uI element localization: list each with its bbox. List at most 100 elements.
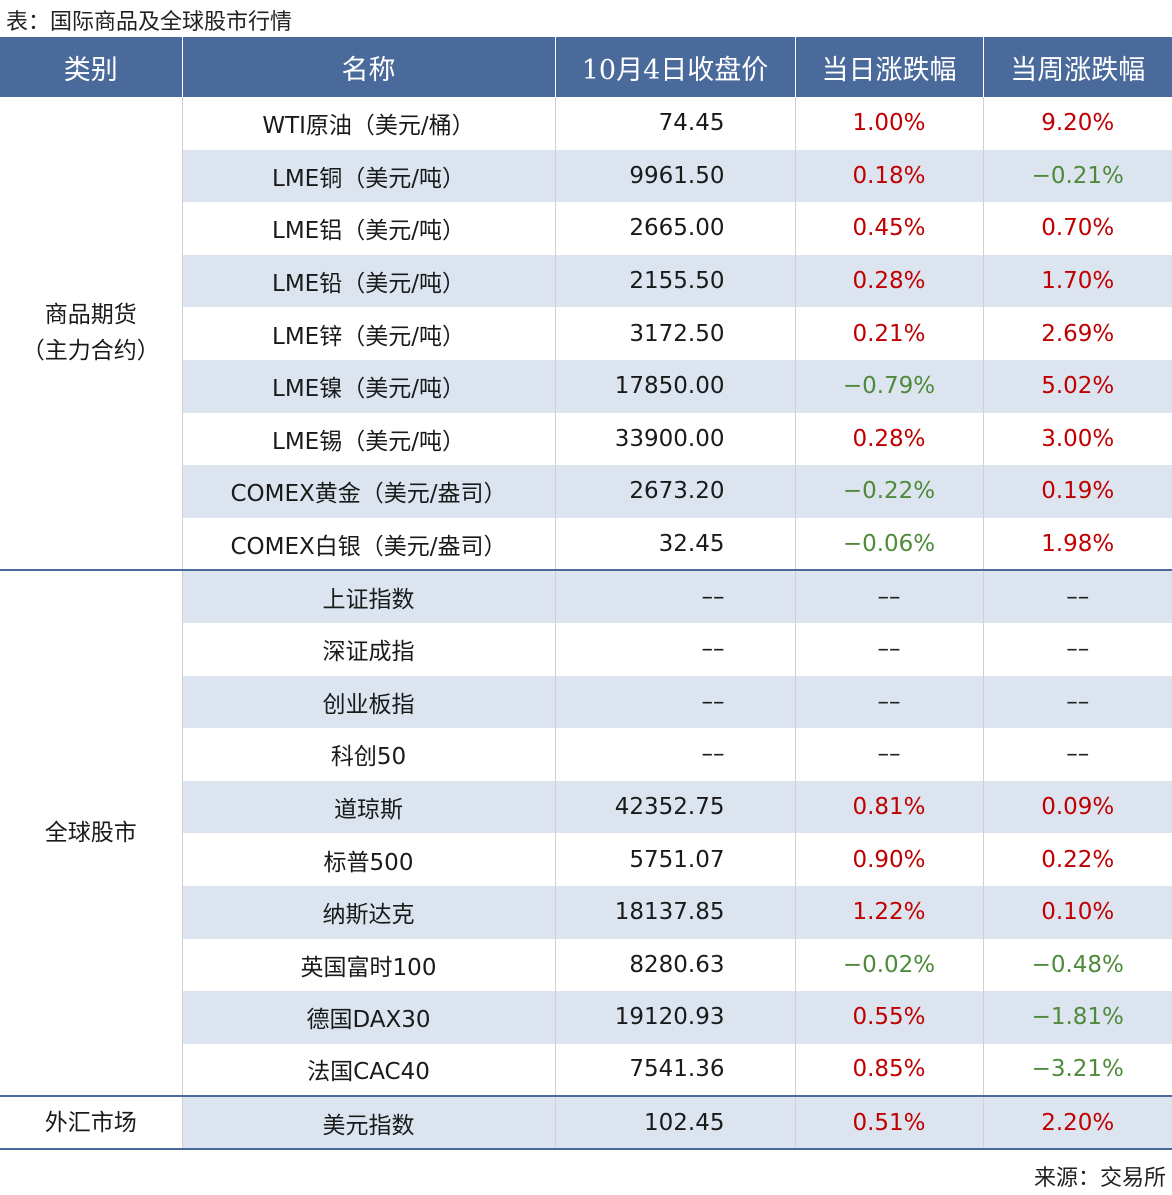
day-change-cell: 0.45%	[795, 202, 984, 255]
name-cell: LME锌（美元/吨）	[182, 307, 556, 360]
table-row: LME铜（美元/吨） 9961.50 0.18% −0.21%	[0, 149, 1172, 203]
name-cell: COMEX白银（美元/盎司）	[182, 517, 556, 571]
week-change-cell: 1.70%	[983, 254, 1172, 308]
week-change-cell: 0.10%	[983, 885, 1172, 939]
name-cell: WTI原油（美元/桶）	[182, 97, 556, 150]
week-change-cell: 3.00%	[1041, 425, 1115, 452]
table-row: LME镍（美元/吨） 17850.00 −0.79% 5.02%	[0, 359, 1172, 413]
close-price-cell: ––	[555, 728, 796, 781]
day-change-cell: −0.79%	[795, 359, 984, 413]
close-price-cell: 32.45	[555, 517, 796, 571]
day-change-cell: 0.85%	[795, 1043, 984, 1097]
day-change-cell: 0.90%	[795, 833, 984, 886]
header-row: 类别 名称 10月4日收盘价 当日涨跌幅 当周涨跌幅	[0, 37, 1172, 97]
day-change-cell: 0.51%	[795, 1095, 984, 1150]
header-day-change: 当日涨跌幅	[795, 37, 984, 97]
table-row: 纳斯达克 18137.85 1.22% 0.10%	[0, 885, 1172, 939]
table-row: 商品期货 （主力合约） WTI原油（美元/桶） 74.45 1.00% 9.20%	[0, 97, 1172, 571]
name-cell: 深证成指	[182, 622, 556, 676]
day-change-cell: 0.81%	[795, 780, 984, 834]
table-row: 深证成指 –– –– ––	[0, 622, 1172, 676]
close-price-cell: ––	[555, 622, 796, 676]
day-change-cell: 1.00%	[795, 97, 984, 150]
week-change-cell: 9.20%	[1041, 110, 1115, 137]
table-row: LME锡（美元/吨） 33900.00 0.28% 3.00%	[0, 412, 1172, 466]
market-table: 类别 名称 10月4日收盘价 当日涨跌幅 当周涨跌幅 商品期货 （主力合约） WT…	[0, 37, 1172, 1150]
table-row: 科创50 –– –– ––	[0, 728, 1172, 781]
close-price-cell: 8280.63	[555, 938, 796, 992]
close-price-cell: 5751.07	[555, 833, 796, 886]
category-cell: 商品期货 （主力合约）	[0, 97, 183, 571]
week-change-cell: 0.09%	[983, 780, 1172, 834]
close-price-cell: 18137.85	[555, 885, 796, 939]
name-cell: 法国CAC40	[182, 1043, 556, 1097]
name-cell: 上证指数	[182, 569, 556, 623]
name-cell: LME锡（美元/吨）	[182, 412, 556, 466]
name-cell: LME镍（美元/吨）	[182, 359, 556, 413]
day-change-cell: ––	[795, 675, 984, 729]
week-change-cell: −0.48%	[1031, 951, 1124, 978]
day-change-cell: −0.06%	[795, 517, 984, 571]
day-change-cell: 0.28%	[795, 254, 984, 308]
week-change-cell: ––	[983, 675, 1172, 729]
table-row: LME铅（美元/吨） 2155.50 0.28% 1.70%	[0, 254, 1172, 308]
close-price-cell: 2665.00	[555, 202, 796, 255]
name-cell: LME铅（美元/吨）	[182, 254, 556, 308]
category-cell: 全球股市	[0, 569, 183, 1097]
table-row: COMEX白银（美元/盎司） 32.45 −0.06% 1.98%	[0, 517, 1172, 571]
week-change-cell: 5.02%	[983, 359, 1172, 413]
close-price-cell: 74.45	[555, 97, 796, 150]
name-cell: 标普500	[182, 833, 556, 886]
table-caption: 表：国际商品及全球股市行情	[6, 10, 293, 35]
name-cell: 美元指数	[182, 1095, 556, 1150]
day-change-cell: 1.22%	[795, 885, 984, 939]
week-change-cell: 2.69%	[1041, 320, 1115, 347]
week-change-cell: 0.19%	[983, 465, 1172, 518]
day-change-cell: ––	[795, 622, 984, 676]
name-cell: 科创50	[182, 728, 556, 781]
table-row: COMEX黄金（美元/盎司） 2673.20 −0.22% 0.19%	[0, 465, 1172, 518]
name-cell: 纳斯达克	[182, 885, 556, 939]
table-row: 全球股市 上证指数 –– –– ––	[0, 569, 1172, 1097]
name-cell: 创业板指	[182, 675, 556, 729]
close-price-cell: ––	[555, 675, 796, 729]
week-change-cell: −0.21%	[983, 149, 1172, 203]
name-cell: 英国富时100	[182, 938, 556, 992]
header-category: 类别	[0, 37, 183, 97]
header-close: 10月4日收盘价	[555, 37, 796, 97]
table-row: 法国CAC40 7541.36 0.85% −3.21%	[0, 1043, 1172, 1097]
close-price-cell: 2155.50	[555, 254, 796, 308]
day-change-cell: 0.21%	[795, 307, 984, 360]
name-cell: LME铜（美元/吨）	[182, 149, 556, 203]
week-change-cell: ––	[983, 569, 1172, 623]
table-row: LME锌（美元/吨） 3172.50 0.21% 2.69%	[0, 307, 1172, 360]
close-price-cell: ––	[555, 569, 796, 623]
week-change-cell: 1.98%	[1041, 530, 1115, 557]
close-price-cell: 2673.20	[555, 465, 796, 518]
table-row: 外汇市场 美元指数 102.45 0.51% 2.20%	[0, 1095, 1172, 1150]
name-cell: 道琼斯	[182, 780, 556, 834]
header-name: 名称	[182, 37, 556, 97]
close-price-cell: 3172.50	[555, 307, 796, 360]
day-change-cell: 0.28%	[795, 412, 984, 466]
day-change-cell: ––	[795, 569, 984, 623]
table-body: 商品期货 （主力合约） WTI原油（美元/桶） 74.45 1.00% 9.20% LME…	[0, 97, 1172, 1150]
close-price-cell: 33900.00	[555, 412, 796, 466]
table-row: LME铝（美元/吨） 2665.00 0.45% 0.70%	[0, 202, 1172, 255]
close-price-cell: 102.45	[555, 1095, 796, 1150]
day-change-cell: 0.18%	[795, 149, 984, 203]
table-row: 英国富时100 8280.63 −0.02% −0.48%	[0, 938, 1172, 992]
week-change-cell: 2.20%	[983, 1095, 1172, 1150]
table-row: 创业板指 –– –– ––	[0, 675, 1172, 729]
week-change-cell: ––	[1066, 636, 1090, 663]
name-cell: COMEX黄金（美元/盎司）	[182, 465, 556, 518]
close-price-cell: 17850.00	[555, 359, 796, 413]
close-price-cell: 7541.36	[555, 1043, 796, 1097]
week-change-cell: −3.21%	[1031, 1056, 1124, 1083]
week-change-cell: 0.70%	[1041, 215, 1115, 242]
name-cell: 德国DAX30	[182, 991, 556, 1044]
table-row: 道琼斯 42352.75 0.81% 0.09%	[0, 780, 1172, 834]
source-note: 来源：交易所	[1033, 1166, 1166, 1191]
week-change-cell: 0.22%	[1041, 846, 1115, 873]
day-change-cell: −0.02%	[795, 938, 984, 992]
